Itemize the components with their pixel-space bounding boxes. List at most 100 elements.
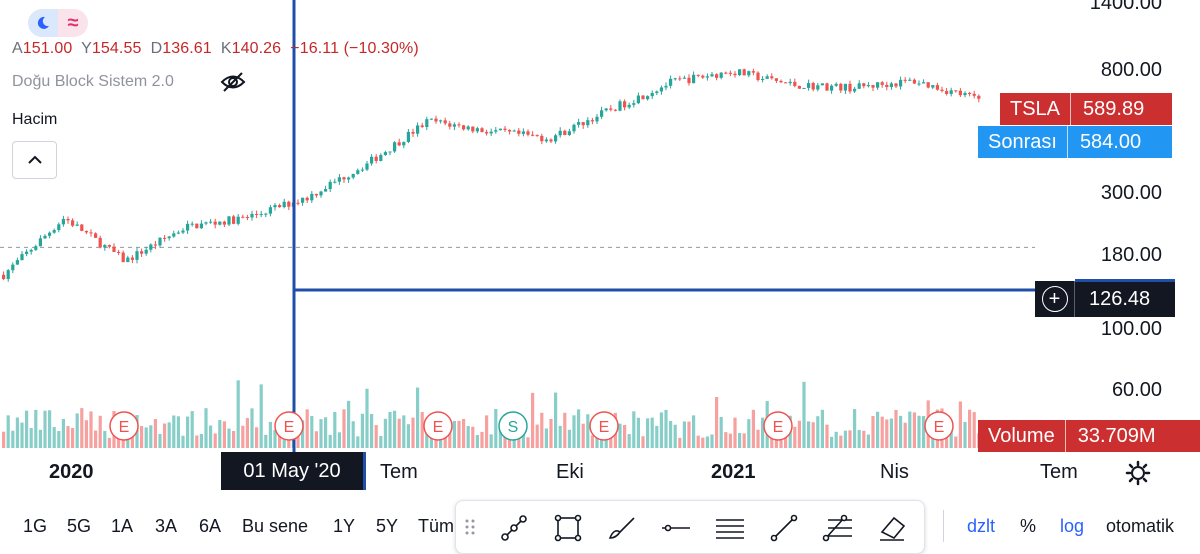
volume-bar <box>15 417 19 448</box>
trend-line-icon[interactable] <box>496 510 532 546</box>
event-marker[interactable]: E <box>423 411 453 441</box>
volume-bar <box>259 384 263 448</box>
candle <box>397 142 401 146</box>
horizontal-line-icon[interactable] <box>658 510 694 546</box>
candle <box>945 91 949 94</box>
candle <box>862 83 866 87</box>
range-ytd-button[interactable]: Bu sene <box>242 516 309 536</box>
volume-bar <box>52 427 56 448</box>
event-marker[interactable]: E <box>109 411 139 441</box>
candle <box>186 223 190 231</box>
price-tick: 800.00 <box>1100 59 1162 81</box>
candle <box>701 75 705 78</box>
range-3m-button[interactable]: 3A <box>155 516 178 536</box>
candle <box>705 76 709 78</box>
gear-icon[interactable] <box>1125 460 1151 486</box>
drag-handle-icon[interactable] <box>464 518 476 536</box>
range-all-button[interactable]: Tüm <box>418 516 454 536</box>
volume-bar <box>742 433 746 448</box>
candle <box>917 83 921 85</box>
indicator-legend-row[interactable]: Doğu Block Sistem 2.0 <box>12 73 174 91</box>
crosshair-price-tag[interactable]: + 126.48 <box>1035 279 1175 317</box>
volume-bar <box>333 412 337 448</box>
volume-bar <box>917 415 921 448</box>
candle <box>636 95 640 104</box>
range-1d-button[interactable]: 1G <box>23 516 48 536</box>
event-marker[interactable]: S <box>498 411 528 441</box>
volume-bar <box>756 429 760 448</box>
candle <box>48 232 52 236</box>
candle <box>756 72 760 81</box>
volume-bar <box>475 435 479 448</box>
candle <box>793 81 797 86</box>
candle <box>498 128 502 131</box>
volume-bar <box>388 411 392 448</box>
time-axis[interactable]: 2020 Tem Eki 2021 Nis Tem 01 May '20 <box>0 452 1200 494</box>
candle <box>549 139 553 142</box>
range-6m-button[interactable]: 6A <box>199 516 222 536</box>
candle <box>738 69 742 76</box>
add-alert-icon[interactable]: + <box>1035 281 1075 317</box>
event-marker[interactable]: E <box>274 411 304 441</box>
volume-bar <box>25 410 29 448</box>
fib-retracement-icon[interactable] <box>820 510 856 546</box>
eraser-icon[interactable] <box>874 510 910 546</box>
volume-bar <box>526 437 530 448</box>
range-5d-button[interactable]: 5G <box>67 516 92 536</box>
candle <box>218 221 222 225</box>
rectangle-icon[interactable] <box>550 510 586 546</box>
volume-bar <box>38 429 42 448</box>
event-marker[interactable]: E <box>924 411 954 441</box>
volume-bar <box>738 433 742 448</box>
volume-bar <box>393 410 397 448</box>
candle <box>333 181 337 183</box>
percent-scale-button[interactable]: % <box>1020 516 1037 536</box>
volume-bar <box>43 410 47 448</box>
volume-bar <box>420 412 424 448</box>
range-5y-button[interactable]: 5Y <box>376 516 399 536</box>
volume-bar <box>425 423 429 448</box>
price-chart[interactable]: E E E S E E E ≈ A151.00 Y154.55 D136.61 K140.2… <box>0 0 1200 452</box>
volume-bar <box>830 436 834 448</box>
volume-bar <box>724 432 728 448</box>
wave-icon[interactable]: ≈ <box>58 9 88 37</box>
volume-bar <box>448 429 452 448</box>
volume-bar <box>356 436 360 448</box>
candle <box>650 92 654 97</box>
candle <box>342 177 346 180</box>
range-1y-button[interactable]: 1Y <box>333 516 356 536</box>
candle <box>278 205 282 208</box>
log-scale-button[interactable]: log <box>1060 516 1085 536</box>
theme-toggle[interactable]: ≈ <box>28 9 88 37</box>
event-marker-letter: E <box>433 419 444 436</box>
event-marker[interactable]: E <box>763 411 793 441</box>
volume-bar <box>705 436 709 448</box>
adjust-button[interactable]: dzlt <box>967 516 996 536</box>
volume-bar <box>273 429 277 448</box>
moon-icon[interactable] <box>28 9 58 37</box>
range-1m-button[interactable]: 1A <box>111 516 134 536</box>
collapse-legend-button[interactable] <box>12 141 57 179</box>
ray-icon[interactable] <box>766 510 802 546</box>
candle <box>692 74 696 84</box>
candle <box>646 96 650 100</box>
candle <box>485 132 489 134</box>
event-marker[interactable]: E <box>589 411 619 441</box>
volume-bar <box>710 434 714 448</box>
candle <box>687 77 691 84</box>
candle <box>121 252 125 263</box>
volume-bar <box>751 409 755 448</box>
volume-bar <box>370 413 374 448</box>
eye-off-icon[interactable] <box>220 71 246 93</box>
volume-indicator-label[interactable]: Hacim <box>12 111 58 128</box>
parallel-channel-icon[interactable] <box>712 510 748 546</box>
brush-icon[interactable] <box>604 510 640 546</box>
candle <box>719 72 723 78</box>
candle <box>848 83 852 92</box>
indicator-name[interactable]: Doğu Block Sistem 2.0 <box>12 73 174 90</box>
candle <box>452 124 456 127</box>
auto-scale-button[interactable]: otomatik <box>1106 516 1175 536</box>
candle <box>590 120 594 122</box>
volume-bar <box>29 428 33 448</box>
